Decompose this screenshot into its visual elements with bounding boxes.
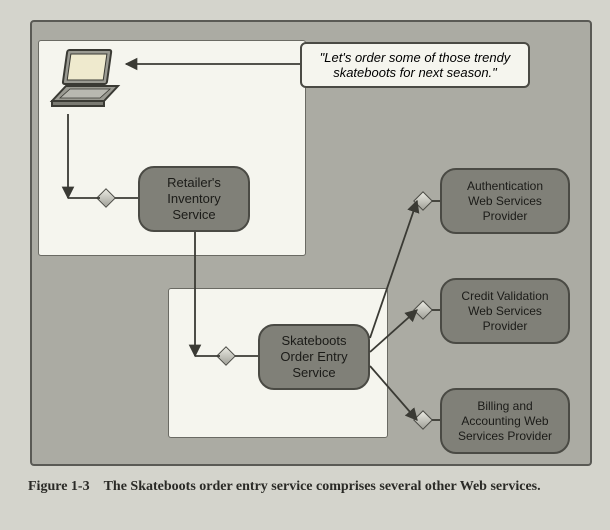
node-order-label: SkatebootsOrder EntryService bbox=[280, 333, 347, 382]
speech-text: "Let's order some of those trendy skateb… bbox=[320, 50, 511, 80]
speech-bubble: "Let's order some of those trendy skateb… bbox=[300, 42, 530, 88]
node-retail: Retailer'sInventoryService bbox=[138, 166, 250, 232]
node-credit: Credit ValidationWeb ServicesProvider bbox=[440, 278, 570, 344]
node-auth-label: AuthenticationWeb ServicesProvider bbox=[467, 179, 543, 224]
diagram-page: "Let's order some of those trendy skateb… bbox=[0, 0, 610, 530]
figure-caption-text: The Skateboots order entry service compr… bbox=[104, 479, 541, 494]
node-order: SkatebootsOrder EntryService bbox=[258, 324, 370, 390]
figure-caption: Figure 1-3 The Skateboots order entry se… bbox=[28, 478, 588, 496]
node-billing: Billing andAccounting WebServices Provid… bbox=[440, 388, 570, 454]
node-auth: AuthenticationWeb ServicesProvider bbox=[440, 168, 570, 234]
node-retail-label: Retailer'sInventoryService bbox=[167, 175, 221, 224]
node-billing-label: Billing andAccounting WebServices Provid… bbox=[458, 399, 552, 444]
node-credit-label: Credit ValidationWeb ServicesProvider bbox=[461, 289, 548, 334]
figure-number: Figure 1-3 bbox=[28, 479, 90, 494]
laptop-icon bbox=[46, 46, 126, 118]
